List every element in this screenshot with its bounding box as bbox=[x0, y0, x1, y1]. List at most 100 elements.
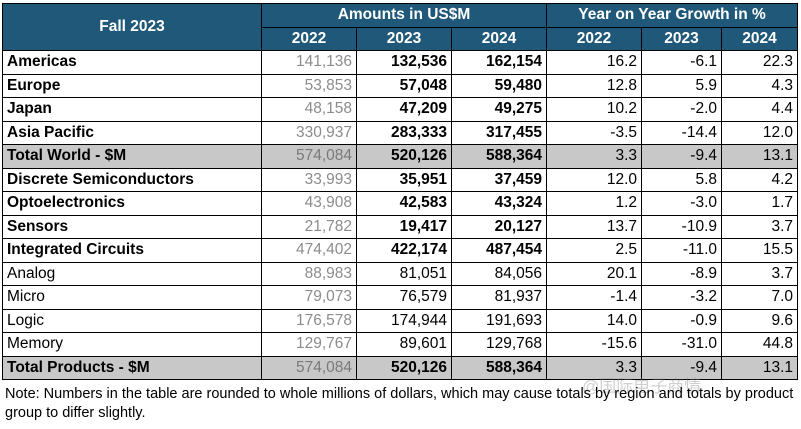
growth-cell: -2.0 bbox=[641, 97, 723, 122]
amount-cell: 89,601 bbox=[356, 332, 452, 357]
row-label: Memory bbox=[2, 332, 262, 357]
amount-cell: 132,536 bbox=[356, 50, 452, 75]
growth-cell: -10.9 bbox=[641, 214, 723, 239]
row-label: Total Products - $M bbox=[2, 355, 262, 380]
row-label: Logic bbox=[2, 308, 262, 333]
growth-cell: 5.8 bbox=[641, 167, 723, 192]
growth-cell: 2.5 bbox=[546, 238, 643, 263]
table-row: Memory 129,767 89,601 129,768 -15.6 -31.… bbox=[2, 332, 799, 357]
amount-cell: 520,126 bbox=[356, 144, 452, 169]
amount-cell: 84,056 bbox=[450, 261, 548, 286]
year-header: 2023 bbox=[356, 26, 452, 51]
amount-cell: 129,768 bbox=[450, 332, 548, 357]
growth-cell: 14.0 bbox=[546, 308, 643, 333]
amount-cell: 33,993 bbox=[261, 167, 357, 192]
growth-cell: -1.4 bbox=[546, 285, 643, 310]
amount-cell: 49,275 bbox=[450, 97, 548, 122]
year-header: 2024 bbox=[450, 26, 548, 51]
total-row: Total World - $M 574,084 520,126 588,364… bbox=[2, 144, 799, 169]
amount-cell: 283,333 bbox=[356, 120, 452, 145]
row-label: Asia Pacific bbox=[2, 120, 262, 145]
growth-cell: -8.9 bbox=[641, 261, 723, 286]
growth-year-header: 2022 bbox=[546, 26, 643, 51]
amount-cell: 422,174 bbox=[356, 238, 452, 263]
growth-cell: -3.0 bbox=[641, 191, 723, 216]
amount-cell: 53,853 bbox=[261, 73, 357, 98]
amount-cell: 19,417 bbox=[356, 214, 452, 239]
growth-cell: 3.3 bbox=[546, 144, 643, 169]
growth-year-header: 2024 bbox=[721, 26, 799, 51]
growth-cell: 1.2 bbox=[546, 191, 643, 216]
amount-cell: 191,693 bbox=[450, 308, 548, 333]
growth-cell: 15.5 bbox=[721, 238, 799, 263]
growth-cell: 12.8 bbox=[546, 73, 643, 98]
amount-cell: 20,127 bbox=[450, 214, 548, 239]
total-row: Total Products - $M 574,084 520,126 588,… bbox=[2, 355, 799, 380]
growth-cell: 12.0 bbox=[721, 120, 799, 145]
table-row: Europe 53,853 57,048 59,480 12.8 5.9 4.3 bbox=[2, 73, 799, 98]
growth-cell: 13.1 bbox=[721, 355, 799, 380]
growth-cell: 3.7 bbox=[721, 261, 799, 286]
amount-cell: 37,459 bbox=[450, 167, 548, 192]
table-row: Japan 48,158 47,209 49,275 10.2 -2.0 4.4 bbox=[2, 97, 799, 122]
growth-group-header: Year on Year Growth in % bbox=[546, 3, 799, 28]
growth-cell: -9.4 bbox=[641, 355, 723, 380]
growth-cell: -0.9 bbox=[641, 308, 723, 333]
amount-cell: 43,908 bbox=[261, 191, 357, 216]
semiconductor-forecast-table: Fall 2023 Amounts in US$M Year on Year G… bbox=[2, 3, 799, 380]
amount-cell: 588,364 bbox=[450, 144, 548, 169]
amount-cell: 79,073 bbox=[261, 285, 357, 310]
table-row: Discrete Semiconductors 33,993 35,951 37… bbox=[2, 167, 799, 192]
row-label: Optoelectronics bbox=[2, 191, 262, 216]
amount-cell: 520,126 bbox=[356, 355, 452, 380]
growth-cell: 22.3 bbox=[721, 50, 799, 75]
row-label: Total World - $M bbox=[2, 144, 262, 169]
growth-cell: -6.1 bbox=[641, 50, 723, 75]
footnote: Note: Numbers in the table are rounded t… bbox=[5, 386, 794, 421]
growth-cell: 1.7 bbox=[721, 191, 799, 216]
row-label: Micro bbox=[2, 285, 262, 310]
amount-cell: 129,767 bbox=[261, 332, 357, 357]
table-row: Optoelectronics 43,908 42,583 43,324 1.2… bbox=[2, 191, 799, 216]
row-label: Discrete Semiconductors bbox=[2, 167, 262, 192]
growth-cell: 20.1 bbox=[546, 261, 643, 286]
table-row: Sensors 21,782 19,417 20,127 13.7 -10.9 … bbox=[2, 214, 799, 239]
growth-cell: -3.2 bbox=[641, 285, 723, 310]
growth-cell: 9.6 bbox=[721, 308, 799, 333]
table-title: Fall 2023 bbox=[2, 3, 262, 51]
table-row: Asia Pacific 330,937 283,333 317,455 -3.… bbox=[2, 120, 799, 145]
amount-cell: 174,944 bbox=[356, 308, 452, 333]
growth-cell: 3.7 bbox=[721, 214, 799, 239]
amount-cell: 588,364 bbox=[450, 355, 548, 380]
watermark: @国际电子商情 bbox=[582, 377, 702, 396]
growth-cell: -14.4 bbox=[641, 120, 723, 145]
growth-cell: -31.0 bbox=[641, 332, 723, 357]
row-label: Americas bbox=[2, 50, 262, 75]
growth-cell: -3.5 bbox=[546, 120, 643, 145]
growth-cell: 3.3 bbox=[546, 355, 643, 380]
growth-cell: -9.4 bbox=[641, 144, 723, 169]
growth-cell: 5.9 bbox=[641, 73, 723, 98]
growth-cell: 13.7 bbox=[546, 214, 643, 239]
table-row: Americas 141,136 132,536 162,154 16.2 -6… bbox=[2, 50, 799, 75]
header-row-groups: Fall 2023 Amounts in US$M Year on Year G… bbox=[2, 3, 799, 51]
table-row: Micro 79,073 76,579 81,937 -1.4 -3.2 7.0 bbox=[2, 285, 799, 310]
row-label: Sensors bbox=[2, 214, 262, 239]
amount-cell: 330,937 bbox=[261, 120, 357, 145]
amount-cell: 317,455 bbox=[450, 120, 548, 145]
table-row: Analog 88,983 81,051 84,056 20.1 -8.9 3.… bbox=[2, 261, 799, 286]
amount-cell: 42,583 bbox=[356, 191, 452, 216]
amount-cell: 141,136 bbox=[261, 50, 357, 75]
table-row: Logic 176,578 174,944 191,693 14.0 -0.9 … bbox=[2, 308, 799, 333]
growth-cell: 13.1 bbox=[721, 144, 799, 169]
amount-cell: 76,579 bbox=[356, 285, 452, 310]
header-row-years: 2022 2023 2024 2022 2023 2024 bbox=[3, 26, 799, 51]
row-label: Integrated Circuits bbox=[2, 238, 262, 263]
amount-cell: 57,048 bbox=[356, 73, 452, 98]
amount-cell: 81,937 bbox=[450, 285, 548, 310]
growth-cell: 7.0 bbox=[721, 285, 799, 310]
growth-year-header: 2023 bbox=[641, 26, 723, 51]
growth-cell: 16.2 bbox=[546, 50, 643, 75]
amount-cell: 59,480 bbox=[450, 73, 548, 98]
growth-cell: -15.6 bbox=[546, 332, 643, 357]
